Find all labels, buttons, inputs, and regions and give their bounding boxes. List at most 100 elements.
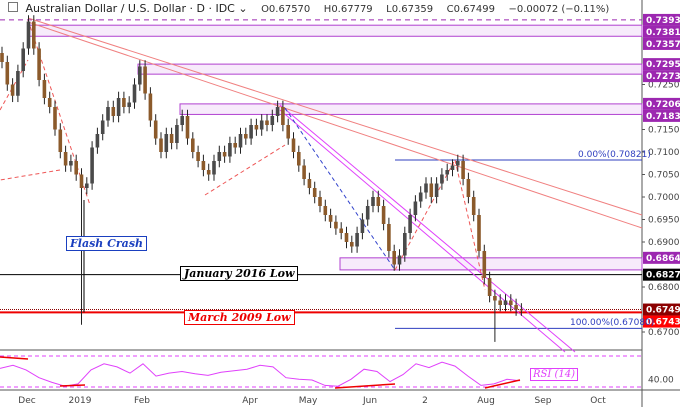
candle-body [307,179,312,188]
candle-body [164,134,169,152]
rsi-tick-label: 40.00 [648,375,674,385]
candle-body [355,233,359,247]
price-level-badge [643,25,680,38]
candle-body [387,224,391,251]
chevron-down-icon[interactable]: ⌄ [238,2,248,15]
candle-body [217,152,222,161]
rsi-line [0,361,521,387]
rsi-divergence-line [484,379,521,389]
dashed-trendline [0,169,61,181]
candle-body [466,179,471,197]
candle-body [503,300,508,305]
price-level-label: 0.67435 [646,318,680,328]
ohlc-change: −0.00072 (−0.11%) [508,4,610,15]
candle-body [397,255,402,265]
candle-body [95,134,100,148]
candle-body [196,152,200,161]
symbol-title[interactable]: Australian Dollar / U.S. Dollar · D · ID… [25,2,235,15]
candle-body [10,84,15,96]
time-tick-label: Aug [477,396,495,406]
price-level-label: 0.72953 [646,60,680,70]
candle-body [106,107,110,121]
price-level-label: 0.68274 [646,271,680,281]
candle-body [424,183,428,193]
candle-body [153,120,158,139]
time-tick-label: Oct [590,396,606,406]
candle-body [471,197,476,215]
resistance-zone [339,257,643,271]
candle-body [350,242,354,247]
rsi-divergence-line [334,383,396,389]
dashed-trendline [454,159,486,291]
candle-body [79,174,84,188]
candle-body [519,309,524,311]
candle-body [37,48,41,80]
candle-body [461,161,465,179]
candle-body [302,165,306,179]
candle-body [259,120,264,130]
price-level-label: 0.71835 [646,112,680,122]
time-tick-label: Sep [535,396,552,406]
candle-body [116,98,121,116]
candle-body [365,206,370,220]
candle-body [328,215,333,222]
candle-body [122,98,126,107]
candle-body [334,221,338,229]
candle-body [63,152,68,166]
rsi-label: RSI (14) [530,368,579,381]
price-level-badge [643,13,680,26]
candle-body [143,66,147,94]
candle-body [291,138,296,152]
candle-body [275,107,280,116]
candle-body [74,161,78,175]
candle-body [408,215,412,233]
price-level-badge [643,70,680,83]
candle-body [376,197,381,206]
price-level-label: 0.68648 [646,254,680,264]
trendline [279,104,576,353]
candle-body [127,102,131,107]
trendline [27,21,643,229]
candle-body [238,134,243,148]
candle-body [206,170,211,175]
price-level-badge [643,251,680,264]
candle-body [228,143,232,157]
ohlc-low: L0.67359 [386,4,434,15]
ohlc-close: C0.67499 [446,4,495,15]
ohlc-open: O0.67570 [261,4,311,15]
jan-2016-low-label: January 2016 Low [180,266,299,281]
candle-body [312,188,317,197]
price-level-badge [643,37,680,50]
candle-body [450,165,455,170]
resistance-zone [27,24,643,37]
candle-body [413,201,418,215]
price-level-label: 0.73818 [646,28,680,38]
candle-body [47,98,52,107]
price-level-label: 0.67499 [646,306,680,316]
collapse-icon[interactable] [8,2,18,12]
price-level-badge [643,109,680,122]
candle-body [371,197,375,206]
candle-body [509,300,513,305]
candle-body [16,71,20,96]
price-level-label: 0.73935 [646,16,680,26]
time-tick-label: May [299,396,318,406]
ohlc-high: H0.67779 [323,4,373,15]
mar-2009-low-label: March 2009 Low [184,310,295,325]
candle-body [53,107,57,130]
candle-body [111,107,116,116]
candle-body [360,219,365,233]
trendline [27,17,643,216]
candle-body [185,116,190,139]
price-level-badge [643,97,680,110]
flash-crash-label: Flash Crash [66,236,148,251]
rsi-divergence-line [59,384,86,387]
candle-body [434,183,439,197]
candle-body [169,134,174,143]
price-level-badge [643,58,680,71]
candle-body [381,206,386,224]
